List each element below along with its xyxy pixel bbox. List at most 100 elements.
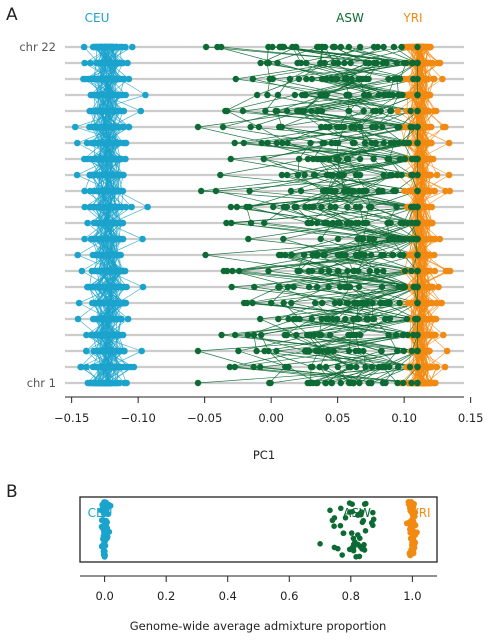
point-asw <box>361 251 368 259</box>
point-asw <box>414 235 421 243</box>
point-asw <box>258 331 265 339</box>
point-asw <box>303 59 310 67</box>
point-asw <box>346 283 354 291</box>
point-asw <box>337 379 344 387</box>
point-asw <box>255 123 263 131</box>
point-ceu <box>75 299 83 307</box>
point-asw <box>378 347 385 355</box>
trace-yri <box>408 46 426 384</box>
panel-letter-b: B <box>6 482 18 502</box>
point-asw <box>377 299 384 307</box>
point-asw <box>394 379 401 387</box>
point-ceu <box>105 379 113 387</box>
point-asw <box>280 43 288 51</box>
point-ceu <box>137 107 145 115</box>
point-asw <box>365 75 372 83</box>
point-asw <box>309 203 316 211</box>
point-yri <box>445 139 453 147</box>
point-ceu <box>119 107 127 115</box>
point-ceu <box>112 43 120 51</box>
point-asw <box>285 315 292 323</box>
point-yri <box>424 235 432 243</box>
point-yri <box>424 187 432 195</box>
point-asw <box>406 363 414 371</box>
point-asw <box>324 347 331 355</box>
point-ceu <box>81 155 88 163</box>
point-ceu <box>81 235 88 243</box>
trace-ceu <box>78 46 120 384</box>
admixture-point-asw <box>342 515 349 521</box>
point-asw <box>233 203 241 211</box>
individual-points <box>71 43 454 387</box>
trace-asw <box>201 46 419 384</box>
point-yri <box>429 331 436 339</box>
point-asw <box>328 379 335 387</box>
point-ceu <box>100 363 107 371</box>
point-asw <box>367 251 375 259</box>
trace-yri <box>412 46 430 384</box>
point-asw <box>227 203 235 211</box>
point-ceu <box>95 43 102 51</box>
point-asw <box>350 267 357 275</box>
point-ceu <box>99 91 107 99</box>
point-asw <box>268 299 275 307</box>
point-asw <box>311 331 318 339</box>
point-asw <box>309 379 317 387</box>
point-asw <box>318 203 325 211</box>
point-yri <box>428 139 435 147</box>
x-tick-label-b: 0.4 <box>219 589 237 603</box>
point-asw <box>270 203 277 211</box>
point-ceu <box>107 75 115 83</box>
point-yri <box>424 267 431 275</box>
point-asw <box>395 363 402 371</box>
point-ceu <box>83 331 90 339</box>
point-asw <box>227 155 234 163</box>
admixture-point-asw <box>339 552 346 558</box>
point-ceu <box>109 91 116 99</box>
point-ceu <box>99 59 107 67</box>
point-asw <box>389 235 396 243</box>
point-asw <box>338 123 345 131</box>
point-ceu <box>106 235 113 243</box>
point-asw <box>414 43 421 51</box>
point-yri <box>426 379 434 387</box>
point-asw <box>360 347 367 355</box>
point-asw <box>228 283 235 291</box>
point-ceu <box>118 59 125 67</box>
point-asw <box>232 75 239 83</box>
point-asw <box>351 123 358 131</box>
point-ceu <box>81 203 88 211</box>
point-asw <box>283 171 291 179</box>
point-ceu <box>97 219 105 227</box>
point-asw <box>386 155 393 163</box>
point-asw <box>297 187 305 195</box>
point-ceu <box>111 107 118 115</box>
point-asw <box>278 171 286 179</box>
x-axis-a: −0.15 −0.10 −0.05 0.00 0.05 0.10 0.15 <box>54 396 483 425</box>
point-asw <box>414 267 421 275</box>
point-yri <box>431 267 439 275</box>
point-ceu <box>99 251 106 259</box>
point-asw <box>308 107 315 115</box>
point-asw <box>386 171 394 179</box>
point-asw <box>414 75 421 83</box>
point-asw <box>326 123 333 131</box>
point-asw <box>323 75 330 83</box>
trace-ceu <box>89 46 124 384</box>
point-asw <box>361 139 369 147</box>
point-asw <box>327 203 334 211</box>
point-ceu <box>74 251 81 259</box>
trace-asw <box>264 46 419 384</box>
point-asw <box>278 123 286 131</box>
point-asw <box>217 171 224 179</box>
point-asw <box>310 171 318 179</box>
point-ceu <box>87 75 95 83</box>
point-asw <box>380 43 387 51</box>
point-ceu <box>93 75 101 83</box>
point-asw <box>366 235 373 243</box>
point-asw <box>294 171 302 179</box>
point-asw <box>202 251 209 259</box>
point-asw <box>295 267 302 275</box>
point-ceu <box>144 203 151 211</box>
point-asw <box>320 251 327 259</box>
